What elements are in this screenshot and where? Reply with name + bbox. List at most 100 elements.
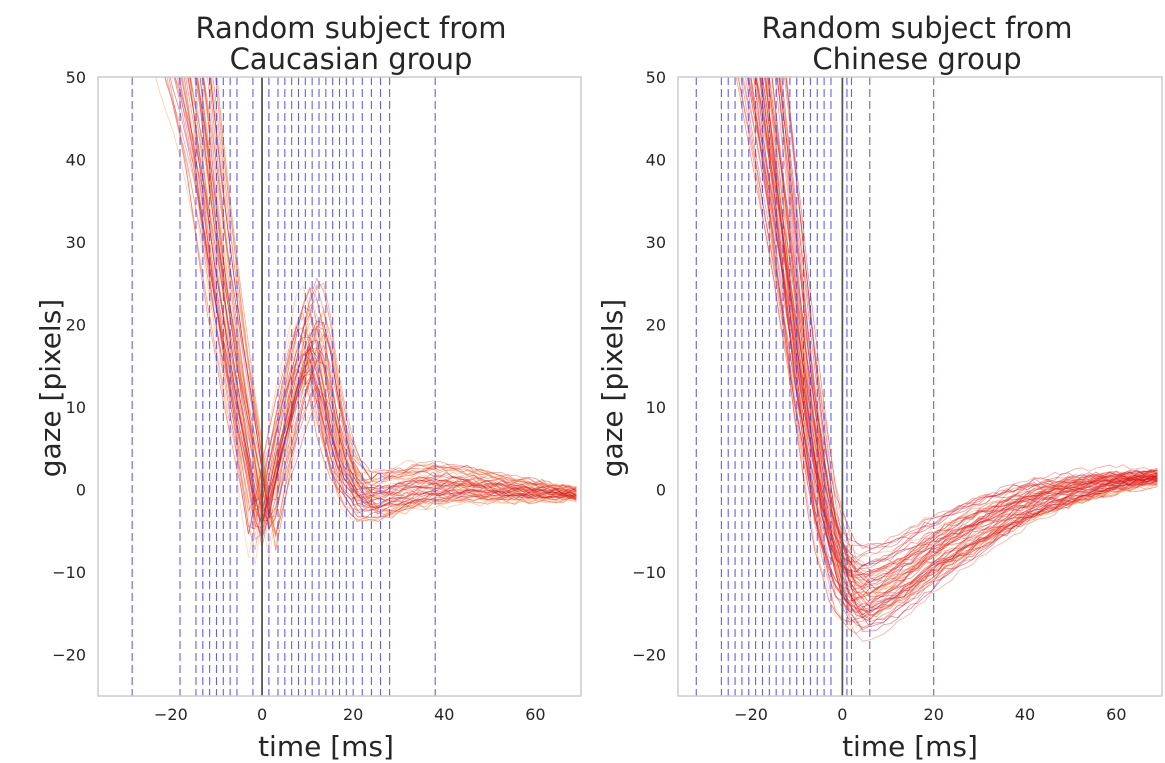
gaze-trace xyxy=(194,77,577,551)
x-tick-label: 60 xyxy=(1106,705,1126,724)
gaze-trace xyxy=(164,77,577,524)
x-tick-label: 20 xyxy=(924,705,944,724)
gaze-trace xyxy=(209,77,577,519)
plot-area xyxy=(98,77,581,696)
gaze-trace xyxy=(735,77,1158,577)
gaze-trace xyxy=(762,77,1158,581)
gaze-trace xyxy=(765,77,1158,599)
gaze-trace xyxy=(199,77,577,537)
gaze-trace xyxy=(196,77,577,547)
gaze-trace xyxy=(744,77,1158,570)
y-axis-label: gaze [pixels] xyxy=(596,299,629,477)
gaze-trace xyxy=(749,77,1158,591)
gaze-trace xyxy=(747,77,1158,585)
gaze-trace xyxy=(763,77,1158,594)
gaze-trace xyxy=(748,77,1158,567)
gaze-trace xyxy=(155,77,577,535)
chart-panel-caucasian: Random subject from Caucasian group time… xyxy=(34,11,582,763)
x-tick-label: 20 xyxy=(343,705,363,724)
gaze-trace xyxy=(183,77,577,558)
gaze-trace xyxy=(767,77,1158,589)
y-tick-label: 20 xyxy=(66,316,86,335)
x-tick-label: 40 xyxy=(434,705,454,724)
gaze-trace xyxy=(173,77,577,511)
gaze-trace xyxy=(785,77,1158,628)
plot-area xyxy=(678,77,1162,696)
gaze-trace xyxy=(208,77,577,520)
gaze-trace xyxy=(768,77,1158,610)
gaze-trace xyxy=(770,77,1158,601)
gaze-trace xyxy=(760,77,1158,612)
y-tick-label: −20 xyxy=(632,646,666,665)
gaze-trace xyxy=(202,77,577,501)
y-tick-label: 0 xyxy=(76,481,86,500)
gaze-trace xyxy=(760,77,1158,602)
gaze-trace xyxy=(764,77,1158,618)
gaze-trace xyxy=(178,77,577,521)
gaze-trace xyxy=(750,77,1158,573)
gaze-trace xyxy=(784,77,1158,610)
gaze-trace xyxy=(203,77,577,534)
gaze-trace xyxy=(785,77,1158,616)
gaze-trace xyxy=(778,77,1158,617)
gaze-trace xyxy=(180,77,577,528)
y-tick-label: 50 xyxy=(646,68,666,87)
gaze-trace xyxy=(187,77,577,526)
y-tick-label: 0 xyxy=(656,481,666,500)
gaze-trace xyxy=(765,77,1158,613)
gaze-trace xyxy=(740,77,1158,563)
gaze-trace xyxy=(208,77,577,559)
gaze-trace xyxy=(197,77,577,565)
gaze-trace xyxy=(779,77,1158,593)
gaze-trace xyxy=(174,77,577,537)
gaze-trace xyxy=(186,77,577,500)
gaze-trace xyxy=(778,77,1158,604)
gaze-trace xyxy=(181,77,577,540)
gaze-trace xyxy=(199,77,577,513)
gaze-trace xyxy=(766,77,1158,623)
gaze-trace xyxy=(207,77,577,523)
gaze-trace xyxy=(779,77,1158,632)
y-tick-label: 30 xyxy=(646,233,666,252)
gaze-trace xyxy=(750,77,1158,626)
gaze-trace xyxy=(185,77,577,511)
gaze-trace xyxy=(195,77,577,515)
gaze-trace xyxy=(188,77,577,538)
gaze-trace xyxy=(754,77,1158,573)
gaze-trace xyxy=(755,77,1158,567)
x-tick-label: 40 xyxy=(1015,705,1035,724)
x-axis-label: time [ms] xyxy=(842,730,978,763)
y-tick-label: 10 xyxy=(66,398,86,417)
gaze-trace xyxy=(190,77,577,506)
plot-content xyxy=(131,77,577,696)
gaze-trace xyxy=(210,77,577,511)
gaze-trace xyxy=(779,77,1158,623)
gaze-trace xyxy=(187,77,577,502)
y-tick-label: 20 xyxy=(646,316,666,335)
gaze-trace xyxy=(199,77,577,535)
gaze-trace xyxy=(762,77,1158,616)
gaze-trace xyxy=(742,77,1158,547)
gaze-trace xyxy=(760,77,1158,573)
gaze-trace xyxy=(178,77,577,529)
gaze-trace xyxy=(786,77,1158,591)
gaze-trace xyxy=(771,77,1158,628)
y-tick-label: 40 xyxy=(646,151,666,170)
gaze-trace xyxy=(189,77,577,510)
gaze-trace xyxy=(741,77,1158,576)
gaze-trace xyxy=(753,77,1158,623)
gaze-trace xyxy=(759,77,1158,613)
gaze-trace xyxy=(176,77,577,541)
gaze-trace xyxy=(759,77,1158,608)
y-axis-label: gaze [pixels] xyxy=(34,299,67,477)
chart-panel-chinese: Random subject from Chinese group time [… xyxy=(596,11,1163,763)
y-tick-label: 50 xyxy=(66,68,86,87)
gaze-trace xyxy=(746,77,1158,549)
gaze-trace xyxy=(203,77,577,524)
y-tick-label: −20 xyxy=(52,646,86,665)
gaze-trace xyxy=(755,77,1158,577)
gaze-trace xyxy=(760,77,1158,607)
gaze-trace xyxy=(211,77,577,507)
y-tick-label: 40 xyxy=(66,151,86,170)
gaze-trace xyxy=(197,77,577,522)
